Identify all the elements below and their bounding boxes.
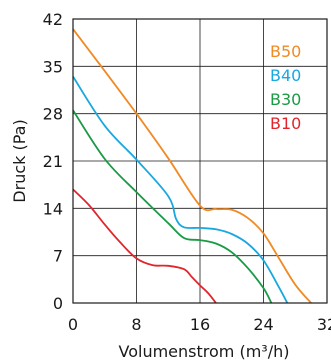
legend: B50 B40 B30 B10 [270, 42, 301, 133]
plot-frame [72, 18, 328, 304]
x-tick-label: 8 [131, 315, 141, 334]
y-axis-label: Druck (Pa) [10, 119, 29, 202]
series-lines [72, 28, 312, 304]
series-line-b10 [72, 188, 217, 304]
grid [73, 19, 327, 303]
y-tick-label: 0 [53, 294, 63, 313]
legend-item-b30: B30 [270, 90, 301, 109]
x-tick-label: 32 [317, 315, 331, 334]
legend-item-b10: B10 [270, 114, 301, 133]
series-line-b40 [72, 76, 289, 304]
y-tick-label: 42 [43, 10, 63, 29]
x-tick-labels: 0 8 16 24 32 [68, 315, 331, 334]
legend-item-b40: B40 [270, 66, 301, 85]
x-axis-label: Volumenstrom (m³/h) [119, 342, 290, 361]
series-line-b50 [72, 28, 312, 304]
y-tick-label: 7 [53, 247, 63, 266]
y-tick-label: 35 [43, 57, 63, 76]
y-tick-label: 14 [43, 199, 63, 218]
x-tick-label: 16 [190, 315, 210, 334]
y-tick-label: 28 [43, 105, 63, 124]
y-tick-labels: 0 7 14 21 28 35 42 [43, 10, 63, 313]
series-line-b30 [72, 109, 273, 304]
legend-item-b50: B50 [270, 42, 301, 61]
x-tick-label: 0 [68, 315, 78, 334]
x-tick-label: 24 [253, 315, 273, 334]
y-tick-label: 21 [43, 152, 63, 171]
